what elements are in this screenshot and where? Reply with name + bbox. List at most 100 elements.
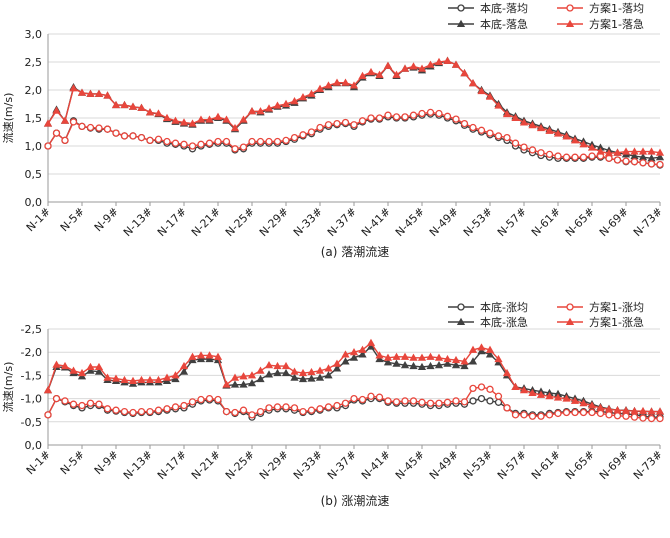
data-point (120, 100, 129, 109)
data-point (188, 352, 197, 360)
chart-panel-a: 0,0 0,5 1,0 1,5 2,0 2,5 3,0 流速(m/s) N-1# N-5# N-9#… (1, 1, 665, 259)
data-point (375, 114, 384, 122)
data-point (95, 124, 103, 132)
data-point (171, 116, 180, 124)
data-point (248, 411, 256, 419)
data-point (655, 152, 665, 161)
data-point (443, 359, 452, 367)
data-point (486, 397, 494, 405)
legend-label: 本底-落急 (480, 17, 528, 31)
data-point (332, 359, 342, 367)
data-point (188, 142, 197, 150)
data-point (256, 374, 265, 383)
y-tick-label: 0,0 (25, 439, 43, 452)
data-point (197, 395, 205, 404)
data-point (298, 368, 308, 377)
data-point (401, 113, 409, 121)
data-point (282, 136, 290, 145)
data-point (409, 353, 418, 361)
data-point (426, 60, 435, 68)
data-point (537, 412, 545, 420)
data-point (180, 401, 188, 410)
data-point (553, 393, 563, 401)
data-point (86, 399, 95, 407)
data-point (332, 78, 342, 86)
data-point (426, 352, 435, 360)
data-point (477, 383, 486, 391)
x-tick-label: N-29# (257, 205, 291, 239)
data-point (401, 397, 409, 405)
data-point (230, 373, 240, 381)
data-point (528, 121, 537, 129)
data-point (307, 89, 316, 97)
x-tick-label: N-21# (189, 448, 223, 482)
data-point (214, 395, 222, 404)
data-point (417, 362, 427, 371)
data-point (485, 92, 495, 100)
data-point (511, 382, 520, 391)
data-point (486, 385, 494, 393)
x-tick-label: N-21# (189, 205, 223, 239)
legend-swatch-marker (457, 303, 465, 311)
data-point (613, 156, 622, 164)
data-point (222, 407, 231, 416)
data-point (460, 357, 469, 365)
data-point (163, 137, 171, 146)
data-point (273, 101, 282, 109)
x-tick-label: N-37# (325, 205, 359, 239)
data-point (120, 132, 129, 140)
data-point (400, 64, 410, 72)
data-point (94, 367, 104, 375)
data-point (86, 362, 95, 371)
data-point (231, 145, 239, 153)
data-point (154, 375, 163, 384)
data-point (120, 407, 129, 416)
y-tick-label: 3,0 (25, 28, 43, 41)
data-point (247, 371, 257, 379)
data-point (392, 113, 401, 121)
data-point (179, 118, 189, 126)
data-point (86, 123, 95, 132)
data-point (188, 119, 197, 127)
data-point (239, 143, 248, 151)
data-point (197, 140, 205, 148)
data-point (502, 368, 512, 377)
data-point (239, 115, 248, 123)
x-tick-label: N-29# (257, 448, 291, 482)
data-point (188, 398, 197, 406)
data-point (639, 159, 647, 167)
y-tick-label: -1,0 (21, 393, 42, 406)
data-point (468, 79, 478, 87)
data-point (350, 394, 358, 403)
data-point (239, 372, 248, 380)
x-tick-label: N-65# (563, 205, 597, 239)
data-point (171, 403, 180, 411)
data-point (94, 89, 104, 97)
data-point (137, 103, 146, 111)
data-point (613, 148, 622, 156)
data-point (171, 374, 180, 383)
x-tick-label: N-69# (597, 205, 631, 239)
data-point (103, 125, 112, 133)
data-point (383, 61, 393, 69)
data-point (239, 406, 248, 414)
y-axis-title: 流速(m/s) (1, 362, 15, 413)
data-point (588, 152, 596, 160)
data-point (630, 147, 639, 155)
data-point (316, 123, 324, 132)
data-point (247, 379, 257, 387)
data-point (264, 104, 274, 112)
data-point (579, 399, 588, 407)
data-point (630, 413, 639, 421)
data-point (111, 374, 121, 382)
data-point (392, 359, 401, 367)
data-point (554, 409, 562, 418)
data-point (103, 373, 112, 381)
data-point (409, 111, 418, 119)
data-point (60, 116, 70, 124)
data-point (52, 360, 61, 368)
legend-swatch-marker (565, 317, 575, 326)
data-point (434, 353, 444, 361)
data-point (494, 132, 503, 140)
